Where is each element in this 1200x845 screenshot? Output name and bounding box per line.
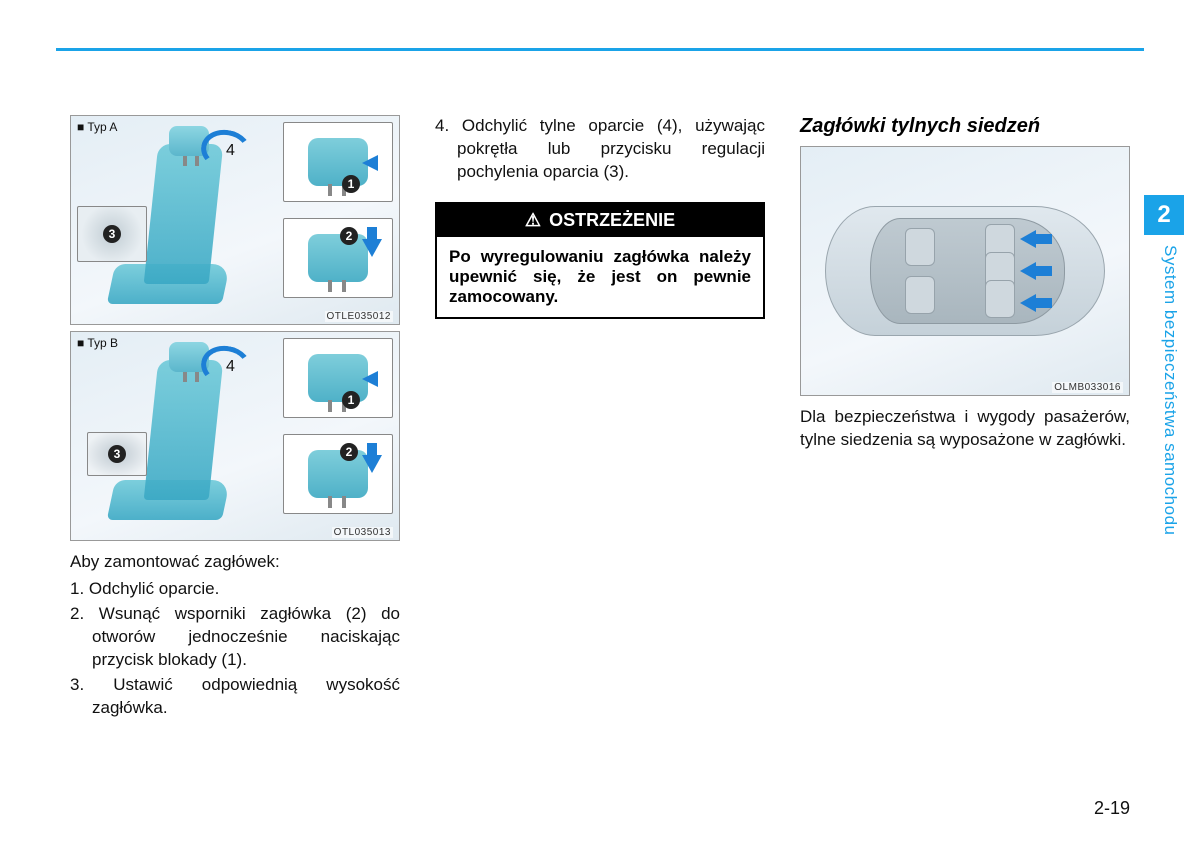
figure-rear-headrests: OLMB033016 (800, 146, 1130, 396)
step-2: 2. Wsunąć wsporniki zagłówka (2) do otwo… (70, 603, 400, 672)
insert-arrow-icon (362, 371, 378, 387)
car-top-view (825, 206, 1105, 336)
callout-1: 1 (342, 391, 360, 409)
column-2: 4. Odchylić tylne oparcie (4), używając … (435, 115, 765, 785)
callout-lower-2: 2 (283, 218, 393, 298)
figure-b-label: ■ Typ B (77, 336, 118, 350)
steps-intro: Aby zamontować zagłówek: (70, 551, 400, 574)
column-3: Zagłówki tylnych siedzeń OLMB033016 Dla … (800, 115, 1130, 785)
steps-list: 1. Odchylić oparcie. 2. Wsunąć wsporniki… (70, 578, 400, 722)
step-3: 3. Ustawić odpowiednią wysokość zagłówka… (70, 674, 400, 720)
callout-knob-3: 3 (77, 206, 147, 262)
figure-type-b: ■ Typ B 4 3 1 2 OTL035013 (70, 331, 400, 541)
chapter-tab: 2 (1144, 195, 1184, 235)
warning-body: Po wyregulowaniu zagłówka należy upewnić… (437, 237, 763, 317)
warning-title: OSTRZEŻENIE (549, 210, 675, 230)
warning-box: ⚠ OSTRZEŻENIE Po wyregulowaniu zagłówka n… (435, 202, 765, 319)
figure-a-code: OTLE035012 (325, 311, 394, 322)
callout-2: 2 (340, 227, 358, 245)
column-1: ■ Typ A 4 3 1 2 OTLE035012 (70, 115, 400, 785)
figure-a-label: ■ Typ A (77, 120, 117, 134)
callout-3: 3 (103, 225, 121, 243)
chapter-title-vertical: System bezpieczeństwa samochodu (1160, 245, 1180, 585)
rear-headrest-heading: Zagłówki tylnych siedzeń (800, 115, 1130, 138)
callout-2: 2 (340, 443, 358, 461)
callout-1: 1 (342, 175, 360, 193)
figure-c-code: OLMB033016 (1052, 382, 1123, 393)
down-arrow-icon (362, 455, 382, 473)
down-arrow-icon (362, 239, 382, 257)
callout-lever-3: 3 (87, 432, 147, 476)
top-rule (56, 48, 1144, 51)
headrest-arrow-icon (1020, 230, 1036, 248)
headrest-arrow-icon (1020, 262, 1036, 280)
step-4: 4. Odchylić tylne oparcie (4), używając … (435, 115, 765, 184)
warning-triangle-icon: ⚠ (525, 210, 541, 230)
step-1: 1. Odchylić oparcie. (70, 578, 400, 601)
callout-3: 3 (108, 445, 126, 463)
callout-4: 4 (226, 142, 235, 160)
insert-arrow-icon (362, 155, 378, 171)
callout-insert-1: 1 (283, 338, 393, 418)
figure-type-a: ■ Typ A 4 3 1 2 OTLE035012 (70, 115, 400, 325)
callout-4: 4 (226, 358, 235, 376)
rear-headrest-text: Dla bezpieczeństwa i wygody pasażerów, t… (800, 406, 1130, 452)
page-number: 2-19 (1094, 798, 1130, 819)
headrest-arrow-icon (1020, 294, 1036, 312)
warning-header: ⚠ OSTRZEŻENIE (437, 204, 763, 237)
page-grid: ■ Typ A 4 3 1 2 OTLE035012 (70, 115, 1130, 785)
callout-lower-2: 2 (283, 434, 393, 514)
figure-b-code: OTL035013 (332, 527, 393, 538)
callout-insert-1: 1 (283, 122, 393, 202)
